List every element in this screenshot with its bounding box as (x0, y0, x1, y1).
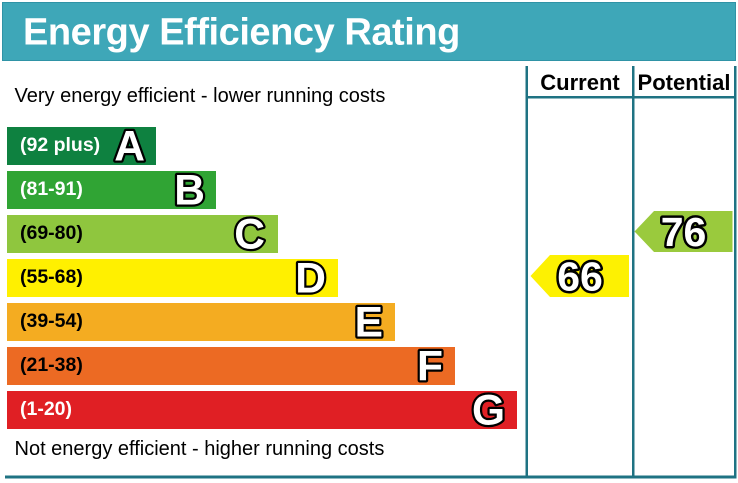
svg-text:66: 66 (557, 254, 603, 300)
svg-text:(81-91): (81-91) (20, 178, 83, 200)
svg-text:Very energy efficient - lower: Very energy efficient - lower running co… (15, 85, 386, 107)
svg-text:(55-68): (55-68) (20, 266, 83, 288)
svg-text:D: D (295, 256, 326, 303)
svg-text:(21-38): (21-38) (20, 354, 83, 376)
svg-text:76: 76 (661, 209, 707, 255)
svg-text:(1-20): (1-20) (20, 398, 72, 420)
svg-text:Current: Current (540, 70, 620, 95)
svg-text:A: A (114, 124, 145, 171)
svg-text:Potential: Potential (638, 70, 731, 95)
svg-text:(69-80): (69-80) (20, 222, 83, 244)
svg-text:B: B (174, 168, 205, 215)
svg-text:E: E (355, 300, 383, 347)
svg-text:(92 plus): (92 plus) (20, 134, 100, 156)
svg-text:C: C (234, 212, 265, 259)
svg-text:Not energy efficient - higher: Not energy efficient - higher running co… (15, 438, 385, 460)
svg-text:G: G (472, 388, 505, 435)
svg-text:Energy Efficiency Rating: Energy Efficiency Rating (23, 12, 460, 54)
svg-text:(39-54): (39-54) (20, 310, 83, 332)
svg-text:F: F (417, 344, 443, 391)
